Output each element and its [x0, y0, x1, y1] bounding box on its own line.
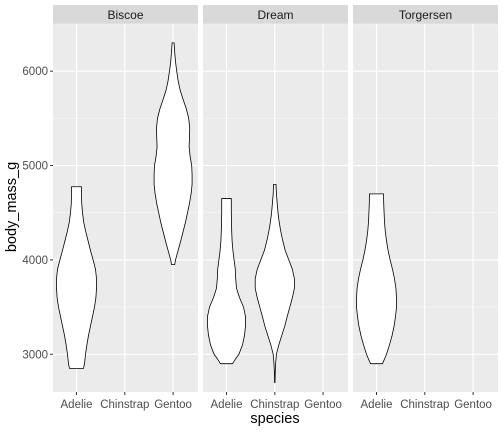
y-tick-label: 4000	[22, 255, 48, 267]
violin-dream-adelie	[207, 198, 246, 365]
x-tick-label: Adelie	[61, 399, 93, 411]
y-tick-label: 3000	[22, 349, 48, 361]
y-tick-label: 6000	[22, 66, 48, 78]
x-axis-title: species	[250, 411, 299, 427]
strip-background	[53, 5, 198, 24]
strip-background	[353, 5, 498, 24]
y-axis: 3000 4000 5000 6000	[22, 66, 53, 361]
x-tick-label: Adelie	[361, 399, 393, 411]
facet-panels: Biscoe Adelie Chinstrap Gentoo Dream Adelie Ch…	[53, 5, 498, 411]
x-tick-label: Chinstrap	[400, 399, 449, 411]
x-tick-label: Adelie	[211, 399, 243, 411]
panel-torgersen: Torgersen Adelie Chinstrap Gentoo	[353, 5, 498, 411]
x-tick-label: Gentoo	[154, 399, 192, 411]
violin-biscoe-gentoo	[153, 42, 193, 266]
panel-biscoe: Biscoe Adelie Chinstrap Gentoo	[53, 5, 198, 411]
strip-label: Torgersen	[399, 8, 452, 22]
panel-dream: Dream Adelie Chinstrap Gentoo	[203, 5, 348, 411]
x-tick-label: Chinstrap	[100, 399, 149, 411]
violin-biscoe-adelie	[56, 186, 97, 369]
y-tick-label: 5000	[22, 161, 48, 173]
strip-label: Dream	[257, 8, 293, 22]
violin-torgersen-adelie	[356, 193, 397, 365]
x-tick-label: Gentoo	[304, 399, 342, 411]
strip-background	[203, 5, 348, 24]
strip-label: Biscoe	[107, 8, 143, 22]
x-tick-label: Gentoo	[454, 399, 492, 411]
x-tick-label: Chinstrap	[250, 399, 299, 411]
violin-dream-chinstrap	[254, 184, 295, 383]
y-axis-title: body_mass_g	[4, 162, 20, 252]
